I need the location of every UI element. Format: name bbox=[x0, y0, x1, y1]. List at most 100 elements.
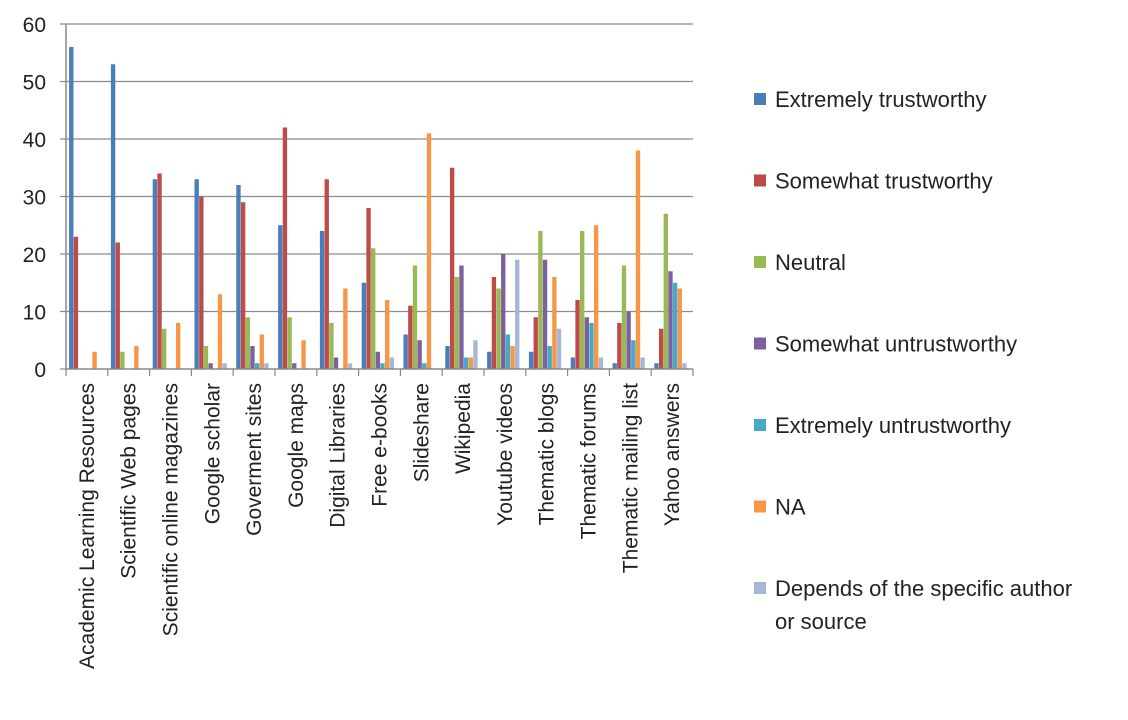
bar bbox=[152, 179, 158, 369]
x-axis-labels: Academic Learning Resources Scientific We… bbox=[65, 369, 694, 669]
bar bbox=[454, 277, 459, 369]
legend-swatch bbox=[754, 256, 766, 268]
bar bbox=[287, 317, 292, 369]
legend-label: NA bbox=[775, 495, 806, 520]
bar bbox=[635, 150, 641, 369]
y-axis-ticks: 0 10 20 30 40 50 60 bbox=[23, 14, 66, 382]
bar bbox=[110, 64, 116, 369]
bar bbox=[487, 351, 492, 369]
x-tick-label: Slideshare bbox=[410, 383, 433, 482]
x-tick-label: Youtube videos bbox=[494, 383, 517, 526]
bar bbox=[412, 265, 418, 369]
x-tick-label: Thematic mailing list bbox=[619, 383, 642, 573]
bar bbox=[663, 213, 668, 369]
bar bbox=[245, 317, 250, 369]
bar bbox=[473, 340, 478, 369]
bar bbox=[575, 300, 580, 369]
bar bbox=[677, 288, 682, 369]
bar bbox=[366, 208, 371, 369]
bar bbox=[380, 363, 385, 369]
bar bbox=[501, 254, 506, 369]
legend-swatch bbox=[754, 500, 766, 513]
bar bbox=[668, 271, 673, 369]
bar bbox=[449, 167, 455, 369]
legend-item: Somewhat trustworthy bbox=[754, 169, 993, 194]
legend-item: Somewhat untrustworthy bbox=[754, 332, 1017, 357]
bar bbox=[617, 323, 622, 369]
bar bbox=[236, 185, 241, 369]
legend-label: Neutral bbox=[775, 250, 846, 275]
bar bbox=[264, 363, 269, 369]
legend-item: Extremely untrustworthy bbox=[754, 413, 1011, 438]
bar bbox=[361, 282, 367, 369]
bar bbox=[282, 127, 288, 369]
bar bbox=[468, 357, 473, 369]
bar bbox=[403, 334, 408, 369]
bar bbox=[240, 202, 246, 369]
bar bbox=[417, 340, 422, 369]
bar bbox=[250, 346, 255, 369]
bar bbox=[463, 357, 469, 369]
legend-label: Depends of the specific author or source bbox=[775, 576, 1072, 634]
bar bbox=[459, 265, 464, 369]
x-tick-label: Wikipedia bbox=[452, 383, 475, 474]
gridlines bbox=[66, 23, 693, 313]
bar bbox=[626, 311, 631, 369]
x-tick-label: Google maps bbox=[285, 383, 308, 508]
bar bbox=[222, 363, 227, 369]
bar bbox=[162, 328, 167, 369]
bar bbox=[426, 133, 432, 369]
bar bbox=[515, 259, 520, 369]
bar bbox=[73, 236, 79, 369]
bar bbox=[120, 351, 125, 369]
bar bbox=[584, 317, 590, 369]
bar bbox=[408, 305, 413, 369]
legend-swatch bbox=[754, 419, 766, 431]
legend-label: Extremely untrustworthy bbox=[775, 413, 1011, 438]
bar bbox=[208, 363, 213, 369]
legend-item: Depends of the specific author or source bbox=[754, 576, 1072, 634]
bar bbox=[658, 328, 664, 369]
legend-item: Neutral bbox=[754, 250, 846, 275]
legend-swatch bbox=[754, 337, 766, 350]
bar bbox=[528, 351, 534, 369]
bar bbox=[538, 231, 543, 369]
y-tick-label: 0 bbox=[34, 359, 46, 382]
x-tick-label: Google scholar bbox=[201, 383, 224, 524]
bar bbox=[203, 346, 209, 369]
bar bbox=[69, 47, 74, 369]
y-tick-label: 10 bbox=[23, 302, 46, 325]
bar bbox=[254, 363, 260, 369]
bar bbox=[199, 196, 204, 369]
bar bbox=[259, 334, 264, 369]
x-tick-label: Scientific online magazines bbox=[160, 383, 183, 636]
bar bbox=[329, 323, 334, 369]
bars bbox=[69, 47, 687, 369]
legend-label: Somewhat trustworthy bbox=[775, 169, 993, 194]
bar bbox=[547, 346, 552, 369]
x-tick-label: Free e-books bbox=[369, 383, 392, 507]
bar bbox=[556, 328, 562, 369]
bar bbox=[491, 277, 497, 369]
y-tick-label: 20 bbox=[23, 244, 46, 267]
bar bbox=[533, 317, 538, 369]
bar bbox=[654, 363, 659, 369]
bar bbox=[278, 225, 283, 369]
x-tick-label: Digital Libraries bbox=[327, 383, 350, 528]
bar bbox=[343, 288, 348, 369]
bar bbox=[194, 179, 199, 369]
bar bbox=[589, 323, 594, 369]
bar bbox=[134, 346, 139, 369]
bar bbox=[505, 334, 511, 369]
x-tick-label: Academic Learning Resources bbox=[76, 383, 99, 669]
legend: Extremely trustworthy Somewhat trustworth… bbox=[754, 87, 1072, 634]
bar bbox=[593, 225, 599, 369]
legend-label: Somewhat untrustworthy bbox=[775, 332, 1017, 357]
bar bbox=[580, 231, 585, 369]
bar bbox=[496, 288, 501, 369]
bar bbox=[510, 346, 515, 369]
bar bbox=[333, 357, 339, 369]
legend-item: Extremely trustworthy bbox=[754, 87, 987, 112]
y-tick-label: 40 bbox=[23, 129, 46, 152]
